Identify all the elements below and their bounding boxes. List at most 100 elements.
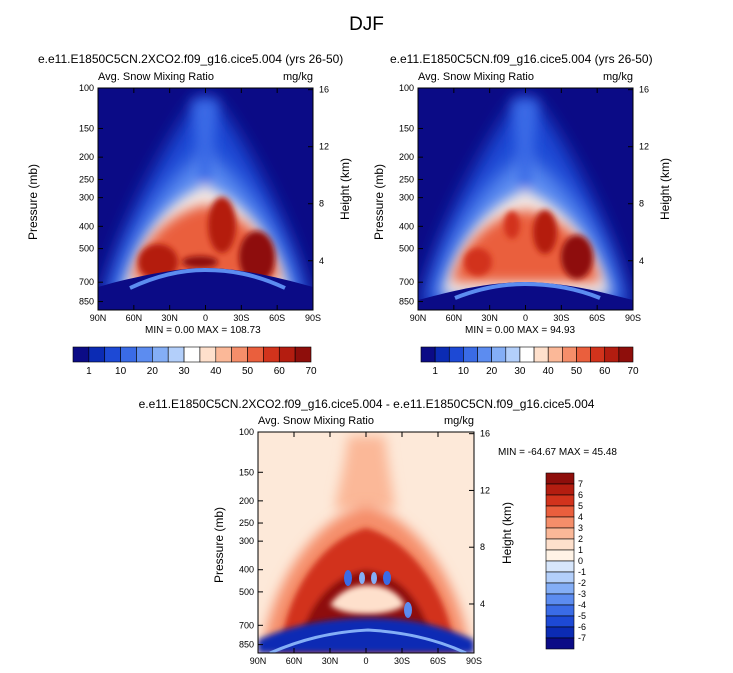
panel-1-minmax: MIN = 0.00 MAX = 108.73 — [145, 325, 261, 336]
colorbar-3-label: -2 — [578, 578, 586, 588]
colorbar-2-label: 1 — [432, 366, 438, 377]
panel-3-y2label: Height (km) — [500, 501, 514, 564]
panel-3-lat-tick-label: 60S — [430, 656, 446, 666]
panel-3-min-value: -64.67 — [527, 447, 557, 458]
panel-2-heatmap — [418, 88, 633, 310]
panel-3-lat-tick-label: 0 — [363, 656, 368, 666]
panel-1-pressure-tick-label: 250 — [79, 174, 94, 184]
panel-2-height-tick-label: 16 — [639, 85, 649, 95]
figure-title: DJF — [349, 14, 384, 35]
panel-3-units: mg/kg — [444, 415, 474, 427]
panel-3-pressure-tick-label: 100 — [239, 427, 254, 437]
colorbar-3-label: -7 — [578, 633, 586, 643]
colorbar-3-label: 6 — [578, 490, 583, 500]
colorbar-3-swatch — [545, 560, 575, 573]
colorbar-1-label: 1 — [86, 366, 92, 377]
colorbar-2-label: 50 — [571, 366, 583, 377]
panel-1-heatmap — [98, 88, 313, 310]
panel-1-pressure-tick-label: 400 — [79, 221, 94, 231]
panel-2-pressure-tick-label: 100 — [399, 83, 414, 93]
colorbar-1-swatch — [199, 346, 217, 363]
panel-2-lat-tick-label: 30S — [553, 313, 569, 323]
panel-2-pressure-tick-label: 850 — [399, 297, 414, 307]
panel-3-pressure-tick-label: 500 — [239, 587, 254, 597]
panel-3-negative-spots — [344, 570, 412, 618]
colorbar-1-swatch — [72, 346, 90, 363]
panel-3-lat-tick-label: 60N — [286, 656, 303, 666]
panel-2-lat-tick-label: 60N — [446, 313, 463, 323]
panel-2-min-value: 0.00 — [494, 325, 515, 336]
colorbar-3-label: -1 — [578, 567, 586, 577]
colorbar-1-label: 20 — [147, 366, 159, 377]
panel-3-pressure-tick-label: 850 — [239, 640, 254, 650]
panel-2-pressure-tick-label: 400 — [399, 221, 414, 231]
panel-3-lat-tick-label: 30S — [394, 656, 410, 666]
panel-1-height-tick-label: 16 — [319, 85, 329, 95]
panel-1-title: e.e11.E1850C5CN.2XCO2.f09_g16.cice5.004 … — [38, 52, 344, 66]
panel-2-height-tick-label: 12 — [639, 142, 649, 152]
colorbar-1-swatch — [136, 346, 153, 363]
panel-2-pressure-tick-label: 250 — [399, 174, 414, 184]
colorbar-1-swatch — [152, 346, 169, 363]
colorbar-3-swatch — [545, 538, 575, 551]
panel-2-pressure-tick-label: 700 — [399, 277, 414, 287]
colorbar-3-label: 1 — [578, 545, 583, 555]
panel-3-lat-tick-label: 90N — [250, 656, 267, 666]
colorbar-2-swatch — [505, 346, 521, 363]
panel-1-height-tick-label: 4 — [319, 256, 324, 266]
colorbar-1-swatch — [104, 346, 121, 363]
colorbar-3-swatch — [545, 637, 575, 650]
colorbar-2-swatch — [533, 346, 549, 363]
panel-2-pressure-tick-label: 150 — [399, 123, 414, 133]
colorbar-3-swatch — [545, 505, 575, 518]
colorbar-1-label: 70 — [305, 366, 317, 377]
panel-3-ylabel: Pressure (mb) — [212, 506, 226, 583]
panel-2-lat-tick-label: 0 — [523, 313, 528, 323]
colorbar-3-swatch — [545, 593, 575, 606]
panel-3-height-tick-label: 4 — [480, 599, 485, 609]
panel-3-pressure-tick-label: 200 — [239, 496, 254, 506]
colorbar-2-label: 20 — [486, 366, 498, 377]
panel-2-height-tick-label: 4 — [639, 256, 644, 266]
colorbar-3-swatch — [545, 626, 575, 639]
colorbar-1-swatch — [215, 346, 232, 363]
panel-3-heatmap — [258, 432, 474, 653]
panel-1-lat-tick-label: 90S — [305, 313, 321, 323]
colorbar-3-swatch — [545, 582, 575, 595]
colorbar-1-swatch — [247, 346, 264, 363]
panel-3-max-label: MAX = — [558, 447, 590, 458]
colorbar-1-swatch — [263, 346, 280, 363]
panel-3-pressure-tick-label: 400 — [239, 565, 254, 575]
colorbar-1-swatch — [231, 346, 248, 363]
panel-1-lat-tick-label: 60S — [269, 313, 285, 323]
colorbar-3-swatch — [545, 604, 575, 617]
colorbar-2-swatch — [547, 346, 563, 363]
colorbar-layer: 1 10 20 30 40 50 60 70 1 10 20 30 40 50 60 7076543210-1… — [72, 346, 639, 650]
colorbar-3-swatch — [545, 549, 575, 562]
panel-2-title: e.e11.E1850C5CN.f09_g16.cice5.004 (yrs 2… — [390, 52, 653, 66]
panel-2-lat-tick-label: 60S — [589, 313, 605, 323]
panel-2-max-value: 94.93 — [550, 325, 576, 336]
colorbar-2-label: 10 — [458, 366, 470, 377]
panel-2-max-label: MAX = — [516, 325, 548, 336]
colorbar-3-swatch — [545, 472, 575, 485]
colorbar-2-swatch — [477, 346, 492, 363]
colorbar-2-label: 70 — [627, 366, 639, 377]
colorbar-2-swatch — [604, 346, 620, 363]
colorbar-2-label: 40 — [543, 366, 555, 377]
panel-2-units: mg/kg — [603, 71, 633, 83]
panel-2-pressure-tick-label: 200 — [399, 152, 414, 162]
panel-3-height-tick-label: 12 — [480, 485, 490, 495]
panel-2-ylabel: Pressure (mb) — [372, 163, 386, 240]
panel-1-pressure-tick-label: 700 — [79, 277, 94, 287]
colorbar-2-label: 60 — [599, 366, 611, 377]
panel-1-pressure-tick-label: 850 — [79, 297, 94, 307]
colorbar-1-swatch — [120, 346, 137, 363]
panel-1-min-value: 0.00 — [174, 325, 195, 336]
colorbar-1-label: 60 — [274, 366, 286, 377]
panel-2-height-tick-label: 8 — [639, 199, 644, 209]
colorbar-2-swatch — [491, 346, 507, 363]
panel-1-ylabel: Pressure (mb) — [26, 163, 40, 240]
panel-3-lat-tick-label: 90S — [466, 656, 482, 666]
panel-1-lat-tick-label: 60N — [126, 313, 143, 323]
